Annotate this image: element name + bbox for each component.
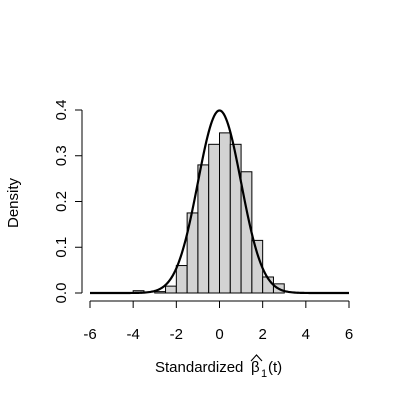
x-tick-label: -4 xyxy=(126,326,139,343)
x-axis-title-beta-symbol: β xyxy=(251,359,260,376)
y-tick-label: 0.3 xyxy=(53,145,70,166)
histogram-bar xyxy=(197,164,210,294)
histogram-bar xyxy=(175,265,188,294)
x-tick-label: -6 xyxy=(83,326,96,343)
x-axis: -6 -4 -2 0 2 4 6 xyxy=(83,300,353,343)
x-tick-label: -2 xyxy=(170,326,183,343)
x-tick-label: 0 xyxy=(215,326,223,343)
histogram-bar xyxy=(154,291,167,294)
density-curve xyxy=(90,109,349,295)
y-axis: 0.0 0.1 0.2 0.3 0.4 xyxy=(53,100,83,304)
y-tick-label: 0.2 xyxy=(53,191,70,212)
x-axis-title-text: Standardized xyxy=(155,359,243,376)
y-axis-title: Density xyxy=(5,177,22,228)
histogram-bar xyxy=(165,285,177,294)
y-tick-label: 0.0 xyxy=(53,283,70,304)
histogram-bar xyxy=(229,143,242,294)
x-axis-title-argument: (t) xyxy=(268,359,282,376)
y-tick-label: 0.4 xyxy=(53,100,70,121)
x-axis-title-hat-accent xyxy=(250,354,263,362)
histogram-bars xyxy=(132,132,285,294)
y-tick-label: 0.1 xyxy=(53,237,70,258)
histogram-bar xyxy=(208,143,220,294)
x-tick-label: 4 xyxy=(302,326,310,343)
x-axis-title: Standardized β 1 (t) xyxy=(155,354,282,380)
histogram-bar xyxy=(219,132,231,294)
x-tick-label: 6 xyxy=(345,326,353,343)
x-tick-label: 2 xyxy=(258,326,266,343)
x-axis-title-subscript: 1 xyxy=(261,368,267,380)
